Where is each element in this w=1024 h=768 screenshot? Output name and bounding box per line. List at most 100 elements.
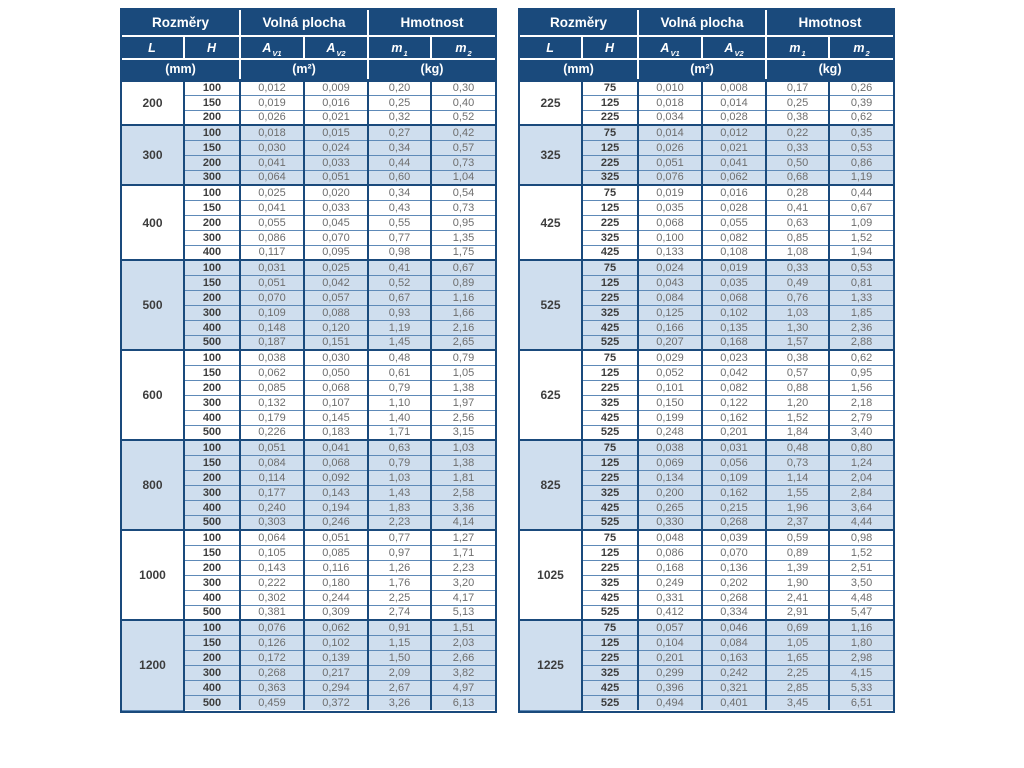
value-cell: 0,051 [302, 529, 370, 546]
value-cell: 0,35 [828, 124, 894, 141]
table-row: 300 0,177 0,143 1,43 2,58 [122, 484, 496, 501]
col-header-m1: m1 [367, 35, 433, 60]
value-cell: 0,67 [828, 199, 894, 216]
table-row: 425 0,331 0,268 2,41 4,48 [520, 589, 894, 606]
value-cell: 0,73 [765, 454, 831, 471]
value-cell: 0,041 [302, 439, 370, 456]
value-cell: 0,77 [367, 529, 433, 546]
dimension-h-cell: 425 [582, 244, 640, 261]
value-cell: 4,14 [430, 514, 496, 531]
value-cell: 0,070 [302, 229, 370, 246]
value-cell: 0,177 [239, 484, 305, 501]
value-cell: 2,58 [430, 484, 496, 501]
value-cell: 0,97 [367, 544, 433, 561]
value-cell: 2,23 [430, 559, 496, 576]
dimension-h-cell: 425 [582, 409, 640, 426]
dimension-h-cell: 150 [184, 364, 241, 381]
value-cell: 0,057 [637, 619, 704, 636]
spec-tables: Rozměry Volná plocha Hmotnost L H AV1 AV… [120, 8, 896, 713]
dimension-l-cell: 400 [122, 184, 185, 261]
dimension-h-cell: 75 [581, 439, 640, 456]
dimension-h-cell: 325 [582, 394, 640, 411]
header-volna-plocha: Volná plocha [238, 10, 370, 37]
value-cell: 0,132 [239, 394, 305, 411]
value-cell: 0,107 [302, 394, 370, 411]
value-cell: 0,268 [701, 589, 768, 606]
value-cell: 0,63 [367, 439, 433, 456]
value-cell: 0,79 [430, 349, 496, 366]
value-cell: 0,42 [430, 124, 496, 141]
dimension-h-cell: 400 [184, 679, 241, 696]
table-row: 400 0,302 0,244 2,25 4,17 [122, 589, 496, 606]
col-header-H: H [183, 35, 241, 60]
value-cell: 1,75 [430, 244, 496, 261]
value-cell: 0,55 [367, 214, 433, 231]
value-cell: 0,116 [302, 559, 370, 576]
value-cell: 4,15 [828, 664, 894, 681]
table-row: 225 0,168 0,136 1,39 2,51 [520, 559, 894, 576]
value-cell: 3,64 [828, 499, 894, 516]
value-cell: 2,16 [430, 319, 496, 336]
unit-mm: (mm) [122, 58, 241, 82]
dimension-l-cell: 1025 [520, 529, 584, 621]
value-cell: 1,38 [430, 454, 496, 471]
value-cell: 0,150 [637, 394, 704, 411]
dimension-h-cell: 125 [582, 199, 640, 216]
value-cell: 0,217 [302, 664, 370, 681]
value-cell: 0,120 [302, 319, 370, 336]
table-row: 200 0,041 0,033 0,44 0,73 [122, 154, 496, 171]
value-cell: 0,035 [637, 199, 704, 216]
value-cell: 0,143 [239, 559, 305, 576]
value-cell: 0,89 [765, 544, 831, 561]
value-cell: 0,62 [828, 349, 894, 366]
value-cell: 1,94 [828, 244, 894, 261]
value-cell: 0,27 [367, 124, 433, 141]
value-cell: 0,016 [302, 94, 370, 111]
value-cell: 0,024 [637, 259, 704, 276]
dimension-h-cell: 525 [582, 604, 640, 621]
value-cell: 0,014 [701, 94, 768, 111]
value-cell: 0,041 [239, 199, 305, 216]
value-cell: 0,91 [367, 619, 433, 636]
value-cell: 0,055 [701, 214, 768, 231]
dimension-h-cell: 100 [183, 529, 241, 546]
dimension-h-cell: 100 [183, 124, 241, 141]
table-row: 200 0,026 0,021 0,32 0,52 [122, 109, 496, 126]
table-row: 500 0,381 0,309 2,74 5,13 [122, 604, 496, 621]
value-cell: 4,17 [430, 589, 496, 606]
value-cell: 0,024 [302, 139, 370, 156]
value-cell: 0,32 [367, 109, 433, 126]
value-cell: 0,226 [239, 424, 305, 441]
value-cell: 2,37 [765, 514, 831, 531]
value-cell: 0,162 [701, 409, 768, 426]
dimension-l-cell: 1000 [122, 529, 185, 621]
value-cell: 0,61 [367, 364, 433, 381]
value-cell: 0,242 [701, 664, 768, 681]
value-cell: 0,102 [302, 634, 370, 651]
dimension-h-cell: 525 [582, 514, 640, 531]
value-cell: 1,03 [765, 304, 831, 321]
value-cell: 6,13 [430, 694, 496, 710]
dimension-h-cell: 125 [582, 274, 640, 291]
value-cell: 0,52 [430, 109, 496, 126]
value-cell: 0,34 [367, 139, 433, 156]
value-cell: 1,83 [367, 499, 433, 516]
value-cell: 2,85 [765, 679, 831, 696]
value-cell: 0,100 [637, 229, 704, 246]
value-cell: 0,22 [765, 124, 831, 141]
value-cell: 1,56 [828, 379, 894, 396]
dimension-l-cell: 500 [122, 259, 185, 351]
dimension-h-cell: 225 [582, 559, 640, 576]
table-row: 150 0,062 0,050 0,61 1,05 [122, 364, 496, 381]
col-header-Av1: AV1 [239, 35, 305, 60]
value-cell: 0,412 [637, 604, 704, 621]
table-row: 150 0,126 0,102 1,15 2,03 [122, 634, 496, 651]
dimension-h-cell: 225 [582, 469, 640, 486]
value-cell: 0,162 [701, 484, 768, 501]
value-cell: 3,45 [765, 694, 831, 710]
value-cell: 1,05 [765, 634, 831, 651]
value-cell: 0,023 [701, 349, 768, 366]
value-cell: 0,085 [239, 379, 305, 396]
value-cell: 0,135 [701, 319, 768, 336]
dimension-h-cell: 300 [184, 394, 241, 411]
